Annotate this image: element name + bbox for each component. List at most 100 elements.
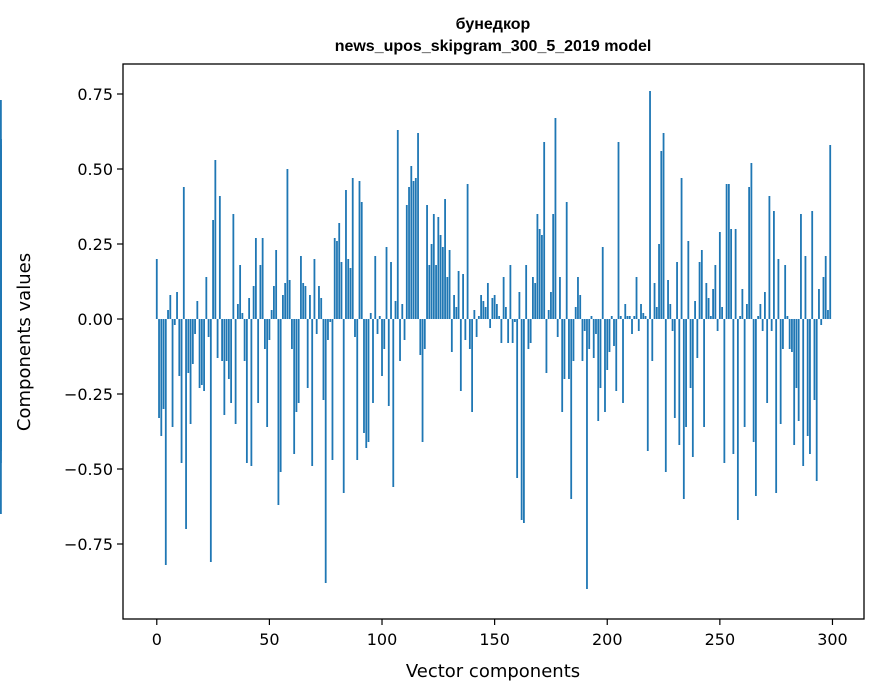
bar-96 bbox=[372, 319, 374, 403]
bar-170 bbox=[538, 229, 541, 319]
bar-47 bbox=[261, 238, 264, 319]
bar-195 bbox=[595, 319, 597, 334]
bar-171 bbox=[541, 235, 543, 319]
bar-227 bbox=[667, 280, 669, 319]
bar-151 bbox=[495, 304, 498, 319]
bar-106 bbox=[394, 301, 397, 319]
bar-207 bbox=[622, 319, 624, 403]
y-tick-label: −0.25 bbox=[64, 385, 113, 404]
bar-127 bbox=[441, 247, 444, 319]
bar-107 bbox=[396, 130, 399, 319]
bar-254 bbox=[727, 184, 730, 319]
bar-248 bbox=[714, 265, 717, 319]
bar-78 bbox=[331, 319, 334, 460]
bar-8 bbox=[173, 319, 176, 325]
bar-73 bbox=[320, 298, 323, 319]
bar-4 bbox=[164, 319, 167, 565]
bar-230 bbox=[673, 319, 676, 418]
bar-205 bbox=[617, 142, 620, 319]
bar-76 bbox=[327, 319, 329, 340]
bar-200 bbox=[606, 319, 609, 370]
bar-85 bbox=[347, 259, 350, 319]
bar-185 bbox=[572, 319, 575, 361]
bar-33 bbox=[230, 319, 233, 403]
bar-280 bbox=[786, 316, 789, 319]
bar-82 bbox=[340, 262, 343, 319]
bar-263 bbox=[748, 187, 751, 319]
bar-297 bbox=[824, 256, 827, 319]
bar-268 bbox=[759, 304, 762, 319]
bar-28 bbox=[218, 196, 221, 319]
bar-46 bbox=[259, 265, 262, 319]
bar-201 bbox=[608, 319, 611, 352]
bar-159 bbox=[514, 319, 516, 322]
bar-14 bbox=[187, 319, 190, 373]
bar-168 bbox=[534, 283, 537, 319]
y-tick-label: 0.25 bbox=[77, 235, 113, 254]
bar-221 bbox=[653, 283, 656, 319]
bar-244 bbox=[705, 283, 708, 319]
bar-64 bbox=[300, 256, 302, 319]
bar-270 bbox=[764, 292, 766, 319]
bar-246 bbox=[709, 316, 712, 319]
bar-122 bbox=[430, 244, 433, 319]
bar-149 bbox=[491, 298, 494, 319]
bar-39 bbox=[243, 319, 246, 361]
bar-259 bbox=[739, 316, 742, 319]
bar-296 bbox=[822, 277, 825, 319]
bar-181 bbox=[563, 319, 566, 379]
bar-225 bbox=[662, 133, 665, 319]
bar-229 bbox=[671, 319, 674, 331]
x-axis-ticks: 0 50 100 150 200 250 300 bbox=[152, 619, 848, 649]
bar-60 bbox=[291, 319, 293, 349]
bar-269 bbox=[761, 319, 764, 331]
bar-278 bbox=[782, 319, 784, 349]
bar-237 bbox=[689, 319, 692, 388]
bar-210 bbox=[628, 316, 631, 319]
bar-65 bbox=[302, 283, 305, 319]
bar-108 bbox=[399, 319, 401, 361]
bar-235 bbox=[685, 319, 687, 427]
bar-135 bbox=[459, 319, 462, 391]
bar-3 bbox=[162, 319, 165, 409]
bar-87 bbox=[351, 178, 354, 319]
bar-155 bbox=[504, 307, 507, 319]
bar-32 bbox=[227, 319, 230, 379]
bar-215 bbox=[640, 304, 642, 319]
bar-9 bbox=[176, 292, 178, 319]
bar-62 bbox=[295, 319, 298, 412]
bar-121 bbox=[428, 265, 431, 319]
bar-29 bbox=[221, 319, 223, 361]
x-tick-label: 200 bbox=[592, 630, 623, 649]
bar-98 bbox=[376, 319, 379, 334]
bar-35 bbox=[234, 319, 237, 424]
bar-188 bbox=[579, 295, 582, 319]
bar-112 bbox=[408, 187, 410, 319]
bar-59 bbox=[288, 280, 291, 319]
x-tick-label: 250 bbox=[705, 630, 736, 649]
bar-120 bbox=[426, 205, 428, 319]
bar-232 bbox=[678, 319, 681, 445]
bar-86 bbox=[349, 268, 352, 319]
bar-252 bbox=[723, 319, 726, 463]
bar-48 bbox=[263, 319, 266, 349]
bar-146 bbox=[484, 307, 487, 319]
bar-68 bbox=[309, 295, 311, 319]
bar-238 bbox=[691, 319, 694, 457]
bar-272 bbox=[768, 196, 771, 319]
bar-178 bbox=[556, 319, 559, 337]
y-axis-label: Components values bbox=[14, 253, 35, 431]
bar-284 bbox=[795, 319, 798, 388]
bar-92 bbox=[363, 319, 365, 433]
bar-10 bbox=[178, 319, 181, 376]
bar-79 bbox=[333, 238, 336, 319]
bar-194 bbox=[592, 319, 595, 358]
bar-53 bbox=[275, 250, 278, 319]
bar-190 bbox=[583, 319, 586, 331]
bar-162 bbox=[520, 319, 523, 520]
bar-45 bbox=[257, 319, 260, 403]
plot-frame bbox=[122, 63, 865, 620]
bar-187 bbox=[577, 277, 579, 319]
bar-51 bbox=[270, 310, 273, 319]
